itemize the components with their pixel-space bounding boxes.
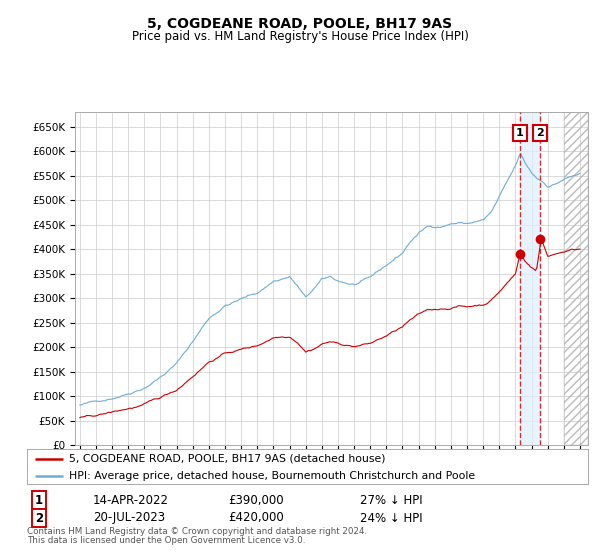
- Text: Price paid vs. HM Land Registry's House Price Index (HPI): Price paid vs. HM Land Registry's House …: [131, 30, 469, 43]
- Text: 5, COGDEANE ROAD, POOLE, BH17 9AS: 5, COGDEANE ROAD, POOLE, BH17 9AS: [148, 16, 452, 30]
- Text: 2: 2: [536, 128, 544, 138]
- Text: £390,000: £390,000: [228, 493, 284, 507]
- Text: 5, COGDEANE ROAD, POOLE, BH17 9AS (detached house): 5, COGDEANE ROAD, POOLE, BH17 9AS (detac…: [69, 454, 386, 464]
- Text: 24% ↓ HPI: 24% ↓ HPI: [360, 511, 422, 525]
- Bar: [520, 112, 540, 445]
- Text: 1: 1: [516, 128, 524, 138]
- Text: 20-JUL-2023: 20-JUL-2023: [93, 511, 165, 525]
- Text: 2: 2: [35, 511, 43, 525]
- Text: 27% ↓ HPI: 27% ↓ HPI: [360, 493, 422, 507]
- Text: 1: 1: [35, 493, 43, 507]
- Text: This data is licensed under the Open Government Licence v3.0.: This data is licensed under the Open Gov…: [27, 536, 305, 545]
- Text: £420,000: £420,000: [228, 511, 284, 525]
- Text: 14-APR-2022: 14-APR-2022: [93, 493, 169, 507]
- Text: HPI: Average price, detached house, Bournemouth Christchurch and Poole: HPI: Average price, detached house, Bour…: [69, 470, 475, 480]
- Text: Contains HM Land Registry data © Crown copyright and database right 2024.: Contains HM Land Registry data © Crown c…: [27, 527, 367, 536]
